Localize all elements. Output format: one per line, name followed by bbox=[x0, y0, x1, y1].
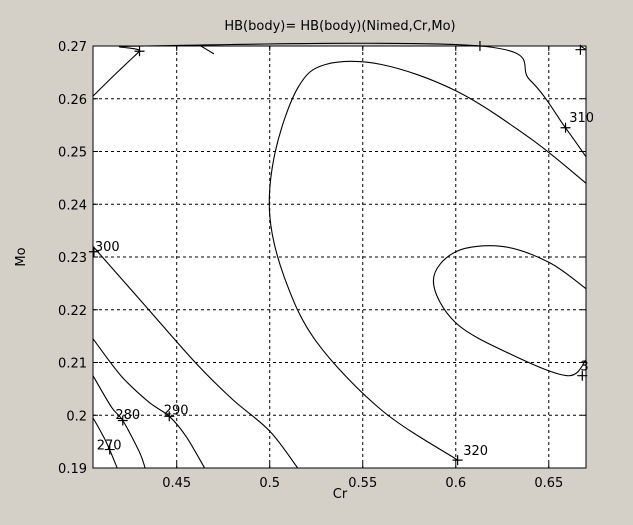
axis-ticks bbox=[93, 45, 586, 469]
grid-lines bbox=[93, 46, 586, 468]
y-tick-label: 0.19 bbox=[58, 462, 87, 477]
contour-label-320: 320 bbox=[463, 444, 488, 459]
y-tick-label: 0.2 bbox=[66, 409, 87, 424]
contour-marker-270 bbox=[104, 444, 115, 455]
contour-lines bbox=[92, 42, 587, 469]
x-tick-labels: 0.45 0.5 0.55 0.6 0.65 bbox=[162, 476, 563, 491]
x-axis-label: Cr bbox=[333, 487, 348, 502]
contour-label-310: 310 bbox=[569, 111, 594, 126]
contour-line-310 bbox=[92, 42, 587, 158]
y-axis-label: Mo bbox=[14, 247, 29, 266]
contour-label-270: 270 bbox=[97, 439, 122, 454]
contour-line-290 bbox=[92, 338, 206, 469]
x-tick-label: 0.5 bbox=[259, 476, 280, 491]
y-tick-label: 0.23 bbox=[58, 251, 87, 266]
contour-line-330 bbox=[432, 245, 587, 377]
contour-label-280: 280 bbox=[115, 408, 140, 423]
y-tick-label: 0.24 bbox=[58, 198, 87, 213]
contour-marker-290 bbox=[164, 411, 175, 422]
contour-label-300: 300 bbox=[95, 240, 120, 255]
contour-label-330: 3 bbox=[580, 359, 588, 374]
y-tick-label: 0.22 bbox=[58, 304, 87, 319]
contour-line-320 bbox=[268, 60, 587, 461]
x-tick-label: 0.6 bbox=[445, 476, 466, 491]
x-tick-label: 0.55 bbox=[348, 476, 377, 491]
x-tick-label: 0.65 bbox=[534, 476, 563, 491]
contour-labels: 270 280 290 300 310 320 3 bbox=[95, 111, 594, 459]
contour-edge-marker bbox=[134, 46, 145, 57]
contour-marker-300 bbox=[88, 246, 99, 257]
y-tick-label: 0.25 bbox=[58, 146, 87, 161]
contour-label-290: 290 bbox=[164, 404, 189, 419]
contour-marker-320 bbox=[452, 455, 463, 466]
y-tick-labels: 0.19 0.2 0.21 0.22 0.23 0.24 0.25 0.26 0.27 bbox=[58, 40, 87, 477]
x-tick-label: 0.45 bbox=[162, 476, 191, 491]
contour-line-270 bbox=[92, 417, 118, 469]
contour-line-300 bbox=[92, 246, 299, 469]
chart-title: HB(body)= HB(body)(Nimed,Cr,Mo) bbox=[224, 19, 455, 34]
y-tick-label: 0.26 bbox=[58, 93, 87, 108]
y-tick-label: 0.27 bbox=[58, 40, 87, 55]
contour-marker-310 bbox=[560, 122, 571, 133]
y-tick-label: 0.21 bbox=[58, 357, 87, 372]
contour-marker-280 bbox=[117, 415, 128, 426]
